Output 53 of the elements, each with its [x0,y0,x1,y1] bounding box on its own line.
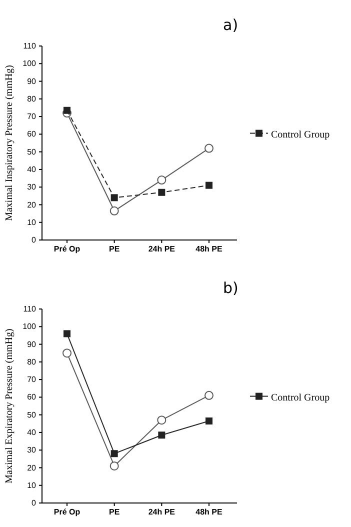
point [158,432,166,439]
y-tick-label: 80 [27,357,37,366]
x-tick-label: Pré Op [54,508,80,517]
x-tick-label: Pré Op [54,244,80,254]
y-tick-label: 100 [22,322,37,332]
y-axis-title: Maximal Inspiratory Pressure (mmHg) [4,65,15,221]
y-tick-label: 30 [27,446,37,455]
y-tick-label: 40 [27,428,37,438]
y-tick-label: 40 [27,165,37,174]
chart-title: b) [223,279,238,297]
point [110,194,118,202]
point [110,206,119,216]
y-tick-label: 70 [27,375,37,384]
x-tick-label: 48h PE [196,244,223,254]
point [110,450,118,458]
x-tick-label: PE [108,508,120,517]
y-tick-label: 70 [27,112,37,122]
chart-title: a) [223,16,238,34]
point [64,106,70,114]
point [206,417,212,424]
point [206,182,212,189]
x-tick-label: PE [108,244,120,254]
legend-label: Control Group [271,129,330,140]
legend-label: Control Group [271,392,330,404]
y-tick-label: 30 [27,182,37,192]
x-tick-label: 24h PE [148,244,176,254]
y-tick-label: 50 [27,147,37,156]
y-tick-label: 60 [27,130,37,139]
x-tick-label: 48h PE [196,508,223,517]
point [64,330,70,338]
y-tick-label: 10 [27,218,37,227]
point [110,461,119,470]
y-axis-title: Maximal Expiratory Pressure (mmHg) [4,328,15,484]
y-tick-label: 110 [23,304,37,314]
y-tick-label: 50 [27,410,37,420]
y-tick-label: 20 [27,200,37,210]
point [158,188,166,196]
y-tick-label: 0 [32,498,37,508]
y-tick-label: 10 [27,480,37,490]
y-tick-label: 110 [23,42,37,51]
y-tick-label: 90 [27,340,37,349]
point [62,348,72,358]
point [157,416,166,425]
x-tick-label: 24h PE [148,508,176,517]
y-tick-label: 80 [27,94,37,104]
y-tick-label: 90 [27,76,37,86]
y-tick-label: 0 [32,236,37,245]
point [157,176,166,185]
point [204,144,214,153]
y-tick-label: 100 [22,59,37,68]
y-tick-label: 20 [27,463,37,472]
y-tick-label: 60 [27,392,37,402]
point [204,390,214,400]
